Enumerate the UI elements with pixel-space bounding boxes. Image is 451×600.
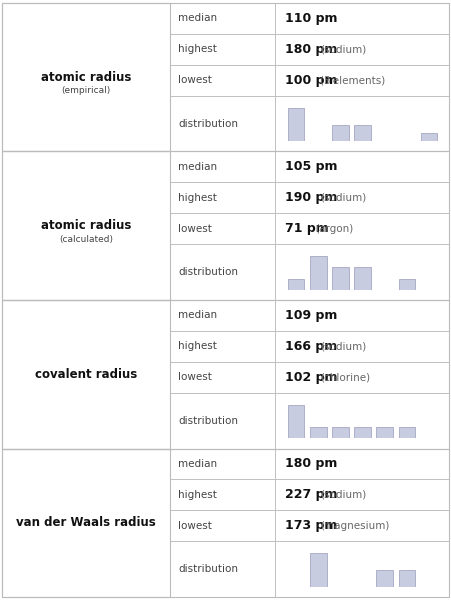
Text: 100 pm: 100 pm <box>0 599 1 600</box>
Text: median: median <box>178 162 217 172</box>
Bar <box>354 268 371 290</box>
Bar <box>399 278 415 290</box>
Text: highest: highest <box>178 193 217 203</box>
Text: 190 pm   (sodium): 190 pm (sodium) <box>0 599 1 600</box>
Text: 173 pm   (magnesium): 173 pm (magnesium) <box>0 599 1 600</box>
Text: median: median <box>178 459 217 469</box>
Text: 227 pm: 227 pm <box>285 488 337 502</box>
Text: 71 pm: 71 pm <box>285 223 329 235</box>
Text: lowest: lowest <box>178 224 212 234</box>
Text: (magnesium): (magnesium) <box>320 521 389 531</box>
Bar <box>310 427 327 439</box>
Text: (empirical): (empirical) <box>61 86 110 95</box>
Text: 190 pm: 190 pm <box>285 191 337 205</box>
Text: distribution: distribution <box>178 564 238 574</box>
Text: 180 pm: 180 pm <box>0 599 1 600</box>
Bar <box>288 278 304 290</box>
Bar <box>354 125 371 142</box>
Text: lowest: lowest <box>178 373 212 382</box>
Text: 190 pm: 190 pm <box>0 599 1 600</box>
Text: 173 pm: 173 pm <box>0 599 1 600</box>
Bar <box>332 427 349 439</box>
Bar <box>332 268 349 290</box>
Bar <box>310 553 327 587</box>
Text: 173 pm: 173 pm <box>285 520 337 532</box>
Bar <box>377 570 393 587</box>
Text: 109 pm: 109 pm <box>285 309 337 322</box>
Bar <box>421 133 437 142</box>
Text: 100 pm   (3 elements): 100 pm (3 elements) <box>0 599 1 600</box>
Text: 180 pm: 180 pm <box>285 43 337 56</box>
Text: 166 pm: 166 pm <box>0 599 1 600</box>
Bar <box>377 427 393 439</box>
Bar <box>399 570 415 587</box>
Text: 105 pm: 105 pm <box>285 160 337 173</box>
Text: 71 pm   (argon): 71 pm (argon) <box>0 599 1 600</box>
Text: van der Waals radius: van der Waals radius <box>16 516 156 529</box>
Bar <box>288 404 304 439</box>
Text: (3 elements): (3 elements) <box>320 76 385 85</box>
Text: median: median <box>178 310 217 320</box>
Text: 100 pm: 100 pm <box>285 74 337 87</box>
Text: covalent radius: covalent radius <box>35 368 137 381</box>
Text: (argon): (argon) <box>315 224 353 234</box>
Bar <box>288 107 304 142</box>
Text: atomic radius: atomic radius <box>41 71 131 84</box>
Text: (sodium): (sodium) <box>320 341 366 352</box>
Bar <box>310 256 327 290</box>
Text: 102 pm   (chlorine): 102 pm (chlorine) <box>0 599 1 600</box>
Text: distribution: distribution <box>178 267 238 277</box>
Text: atomic radius: atomic radius <box>41 219 131 232</box>
Text: 71 pm: 71 pm <box>0 599 1 600</box>
Text: 227 pm: 227 pm <box>0 599 1 600</box>
Text: 110 pm: 110 pm <box>285 12 337 25</box>
Text: 102 pm: 102 pm <box>285 371 337 384</box>
Text: highest: highest <box>178 341 217 352</box>
Text: 166 pm: 166 pm <box>285 340 337 353</box>
Text: distribution: distribution <box>178 416 238 425</box>
Text: 180 pm: 180 pm <box>285 457 337 470</box>
Text: (sodium): (sodium) <box>320 193 366 203</box>
Bar <box>399 427 415 439</box>
Text: 166 pm   (sodium): 166 pm (sodium) <box>0 599 1 600</box>
Bar <box>354 427 371 439</box>
Text: (sodium): (sodium) <box>320 44 366 55</box>
Text: lowest: lowest <box>178 76 212 85</box>
Text: 180 pm   (sodium): 180 pm (sodium) <box>0 599 1 600</box>
Text: 102 pm: 102 pm <box>0 599 1 600</box>
Text: lowest: lowest <box>178 521 212 531</box>
Text: (chlorine): (chlorine) <box>320 373 370 382</box>
Text: (calculated): (calculated) <box>59 235 113 244</box>
Text: (sodium): (sodium) <box>320 490 366 500</box>
Text: 227 pm   (sodium): 227 pm (sodium) <box>0 599 1 600</box>
Text: distribution: distribution <box>178 119 238 128</box>
Bar <box>332 125 349 142</box>
Text: median: median <box>178 13 217 23</box>
Text: highest: highest <box>178 44 217 55</box>
Text: highest: highest <box>178 490 217 500</box>
